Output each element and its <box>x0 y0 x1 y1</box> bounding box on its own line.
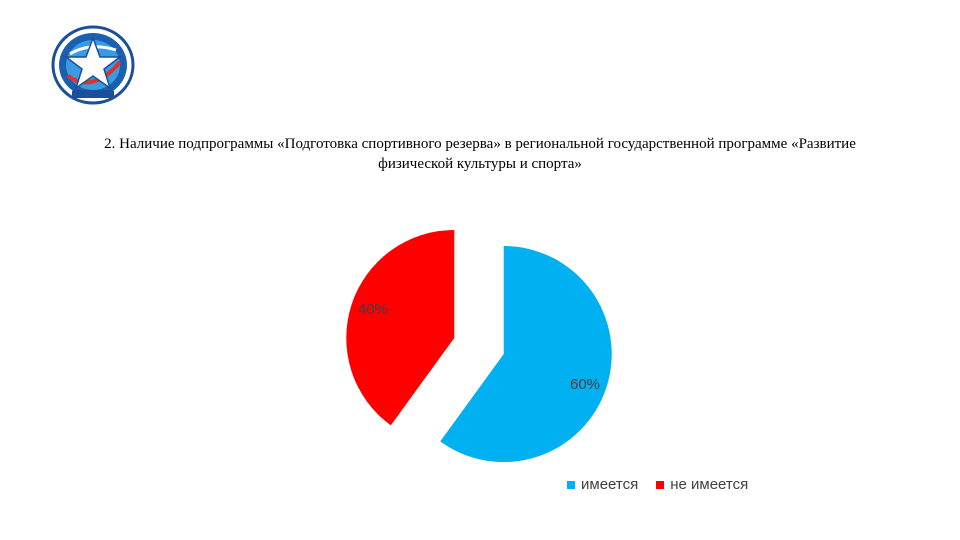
heading-line-1: 2. Наличие подпрограммы «Подготовка спор… <box>104 136 856 152</box>
legend-label-ne-imeetsya: не имеется <box>670 476 749 493</box>
legend-item-imeetsya: имеется <box>567 476 638 493</box>
legend-swatch-imeetsya <box>567 480 575 489</box>
chart-legend: имеется не имеется <box>567 476 766 493</box>
legend-item-ne-imeetsya: не имеется <box>656 476 748 493</box>
pie-slice-imeetsya <box>440 246 612 463</box>
legend-swatch-ne-imeetsya <box>656 480 665 489</box>
slice-label-imeetsya: 60% <box>570 376 600 393</box>
legend-label-imeetsya: имеется <box>581 476 639 493</box>
slice-label-ne-imeetsya: 40% <box>358 301 388 318</box>
heading-line-2: физической культуры и спорта» <box>378 156 582 172</box>
pie-slice-ne-imeetsya <box>346 229 455 426</box>
slide-heading: 2. Наличие подпрограммы «Подготовка спор… <box>20 134 940 174</box>
star-emblem-logo <box>51 25 135 105</box>
